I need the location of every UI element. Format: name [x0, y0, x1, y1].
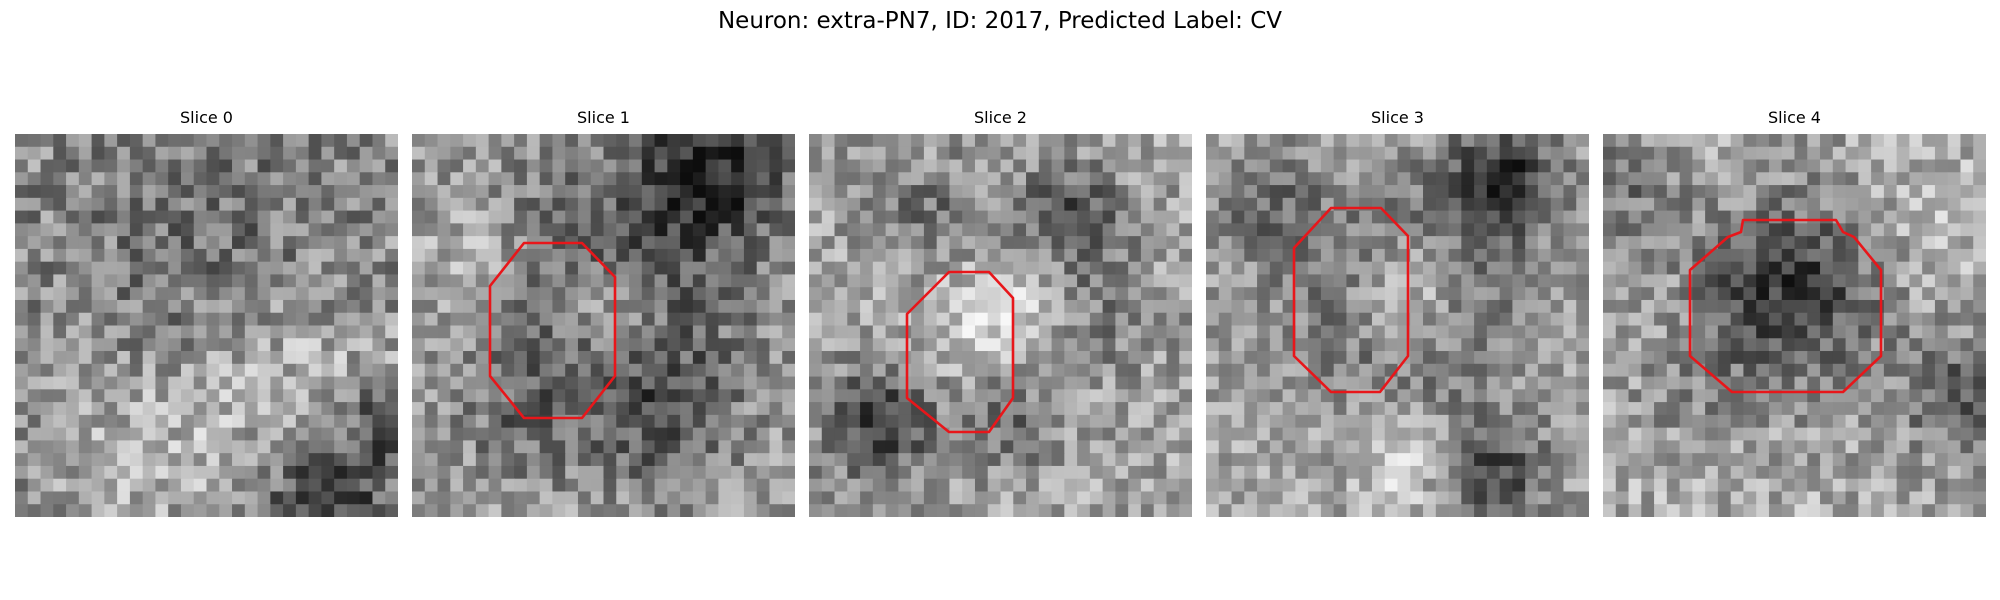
slice-title: Slice 3	[1206, 108, 1589, 128]
slice-title: Slice 1	[412, 108, 795, 128]
slice-panel-1: Slice 1	[412, 108, 795, 517]
slice-panel-4: Slice 4	[1603, 108, 1986, 517]
slice-image	[1603, 134, 1986, 517]
slice-title: Slice 4	[1603, 108, 1986, 128]
slice-panel-0: Slice 0	[15, 108, 398, 517]
slice-image	[15, 134, 398, 517]
figure-title: Neuron: extra-PN7, ID: 2017, Predicted L…	[0, 6, 2000, 36]
slice-title: Slice 0	[15, 108, 398, 128]
slice-image	[1206, 134, 1589, 517]
slice-image	[412, 134, 795, 517]
slice-panel-3: Slice 3	[1206, 108, 1589, 517]
slice-image	[809, 134, 1192, 517]
slice-panel-2: Slice 2	[809, 108, 1192, 517]
slice-title: Slice 2	[809, 108, 1192, 128]
